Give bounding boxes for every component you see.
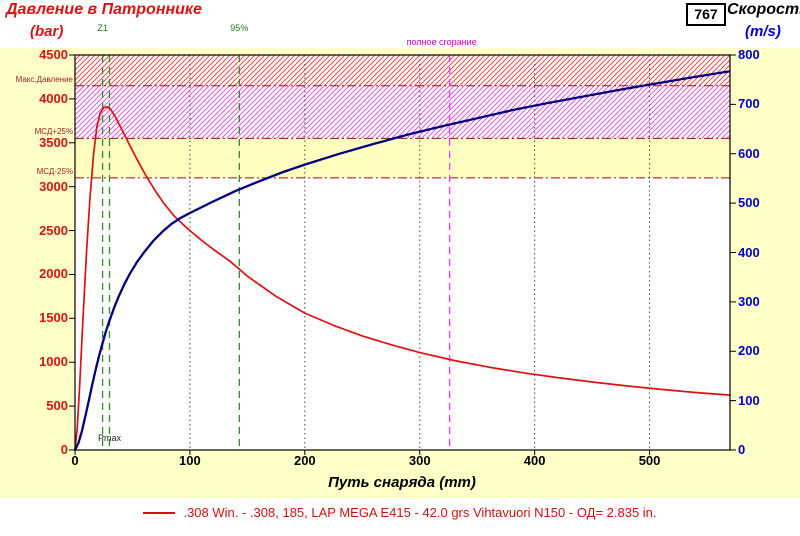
burn-95-percent-label: 95% bbox=[230, 23, 249, 33]
load-legend: .308 Win. - .308, 185, LAP MEGA E415 - 4… bbox=[0, 505, 800, 520]
over-max-pressure-hatch-band bbox=[75, 55, 730, 86]
legend-line-swatch bbox=[143, 511, 176, 514]
full-burn-label: полное сгорание bbox=[406, 37, 477, 47]
pressure-axis-title: Давление в Патроннике bbox=[6, 1, 202, 18]
velocity-curve bbox=[73, 70, 731, 451]
pmax-marker-label: Pmax bbox=[97, 433, 121, 443]
muzzle-velocity-value: 767 bbox=[686, 3, 726, 26]
optimal-pressure-band bbox=[75, 138, 730, 178]
pressure-axis-unit: (bar) bbox=[30, 23, 64, 40]
z1-marker-label: Z1 bbox=[97, 23, 108, 33]
x-axis-title: Путь снаряда (mm) bbox=[328, 474, 476, 491]
msd-plus-25-label: МСД+25% bbox=[34, 127, 73, 137]
legend-text: .308 Win. - .308, 185, LAP MEGA E415 - 4… bbox=[183, 505, 657, 520]
high-pressure-hatch-band bbox=[75, 85, 730, 139]
velocity-axis-title: Скорость bbox=[727, 1, 800, 18]
msd-minus-25-label: МСД-25% bbox=[36, 166, 73, 176]
velocity-axis-unit: (m/s) bbox=[745, 23, 781, 40]
max-pressure-limit-label: Макс.Давление bbox=[15, 74, 73, 84]
